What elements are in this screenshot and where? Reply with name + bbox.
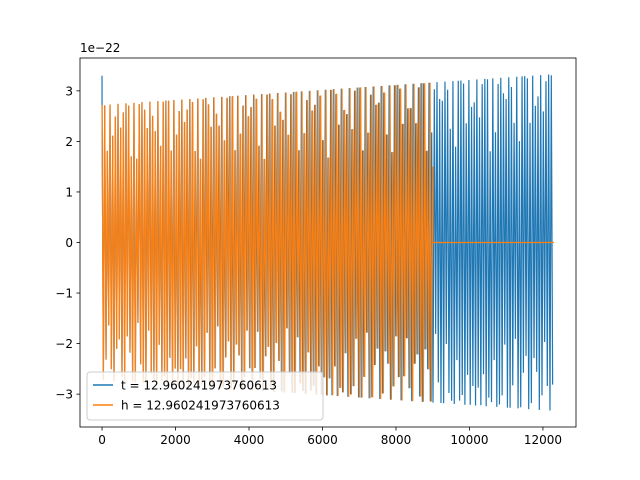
legend-box [86, 371, 324, 421]
x-tick-label: 12000 [524, 433, 562, 447]
series-group [101, 74, 554, 411]
x-tick-label: 10000 [450, 433, 488, 447]
legend-label: h = 12.960241973760613 [121, 399, 280, 413]
legend-label: t = 12.960241973760613 [121, 379, 277, 393]
plot-area [101, 74, 554, 411]
y-tick-label: −2 [55, 337, 73, 351]
x-tick-label: 8000 [381, 433, 412, 447]
y-tick-label: 2 [65, 135, 73, 149]
x-tick-label: 0 [98, 433, 106, 447]
y-tick-label: 0 [65, 236, 73, 250]
axes: 0 2000 4000 6000 8000 10000 12000 −3 −2 −1 0 1 2 3 [55, 57, 577, 447]
y-tick-label: −3 [55, 388, 73, 402]
series-line-h [101, 82, 554, 402]
y-tick-label: 1 [65, 185, 73, 199]
x-tick-label: 4000 [234, 433, 265, 447]
x-tick-label: 6000 [307, 433, 338, 447]
y-tick-label: −1 [55, 287, 73, 301]
y-tick-label: 3 [65, 84, 73, 98]
y-scale-label: 1e−22 [80, 41, 120, 55]
x-tick-label: 2000 [160, 433, 191, 447]
legend: t = 12.960241973760613 h = 12.96024197376… [86, 371, 324, 421]
